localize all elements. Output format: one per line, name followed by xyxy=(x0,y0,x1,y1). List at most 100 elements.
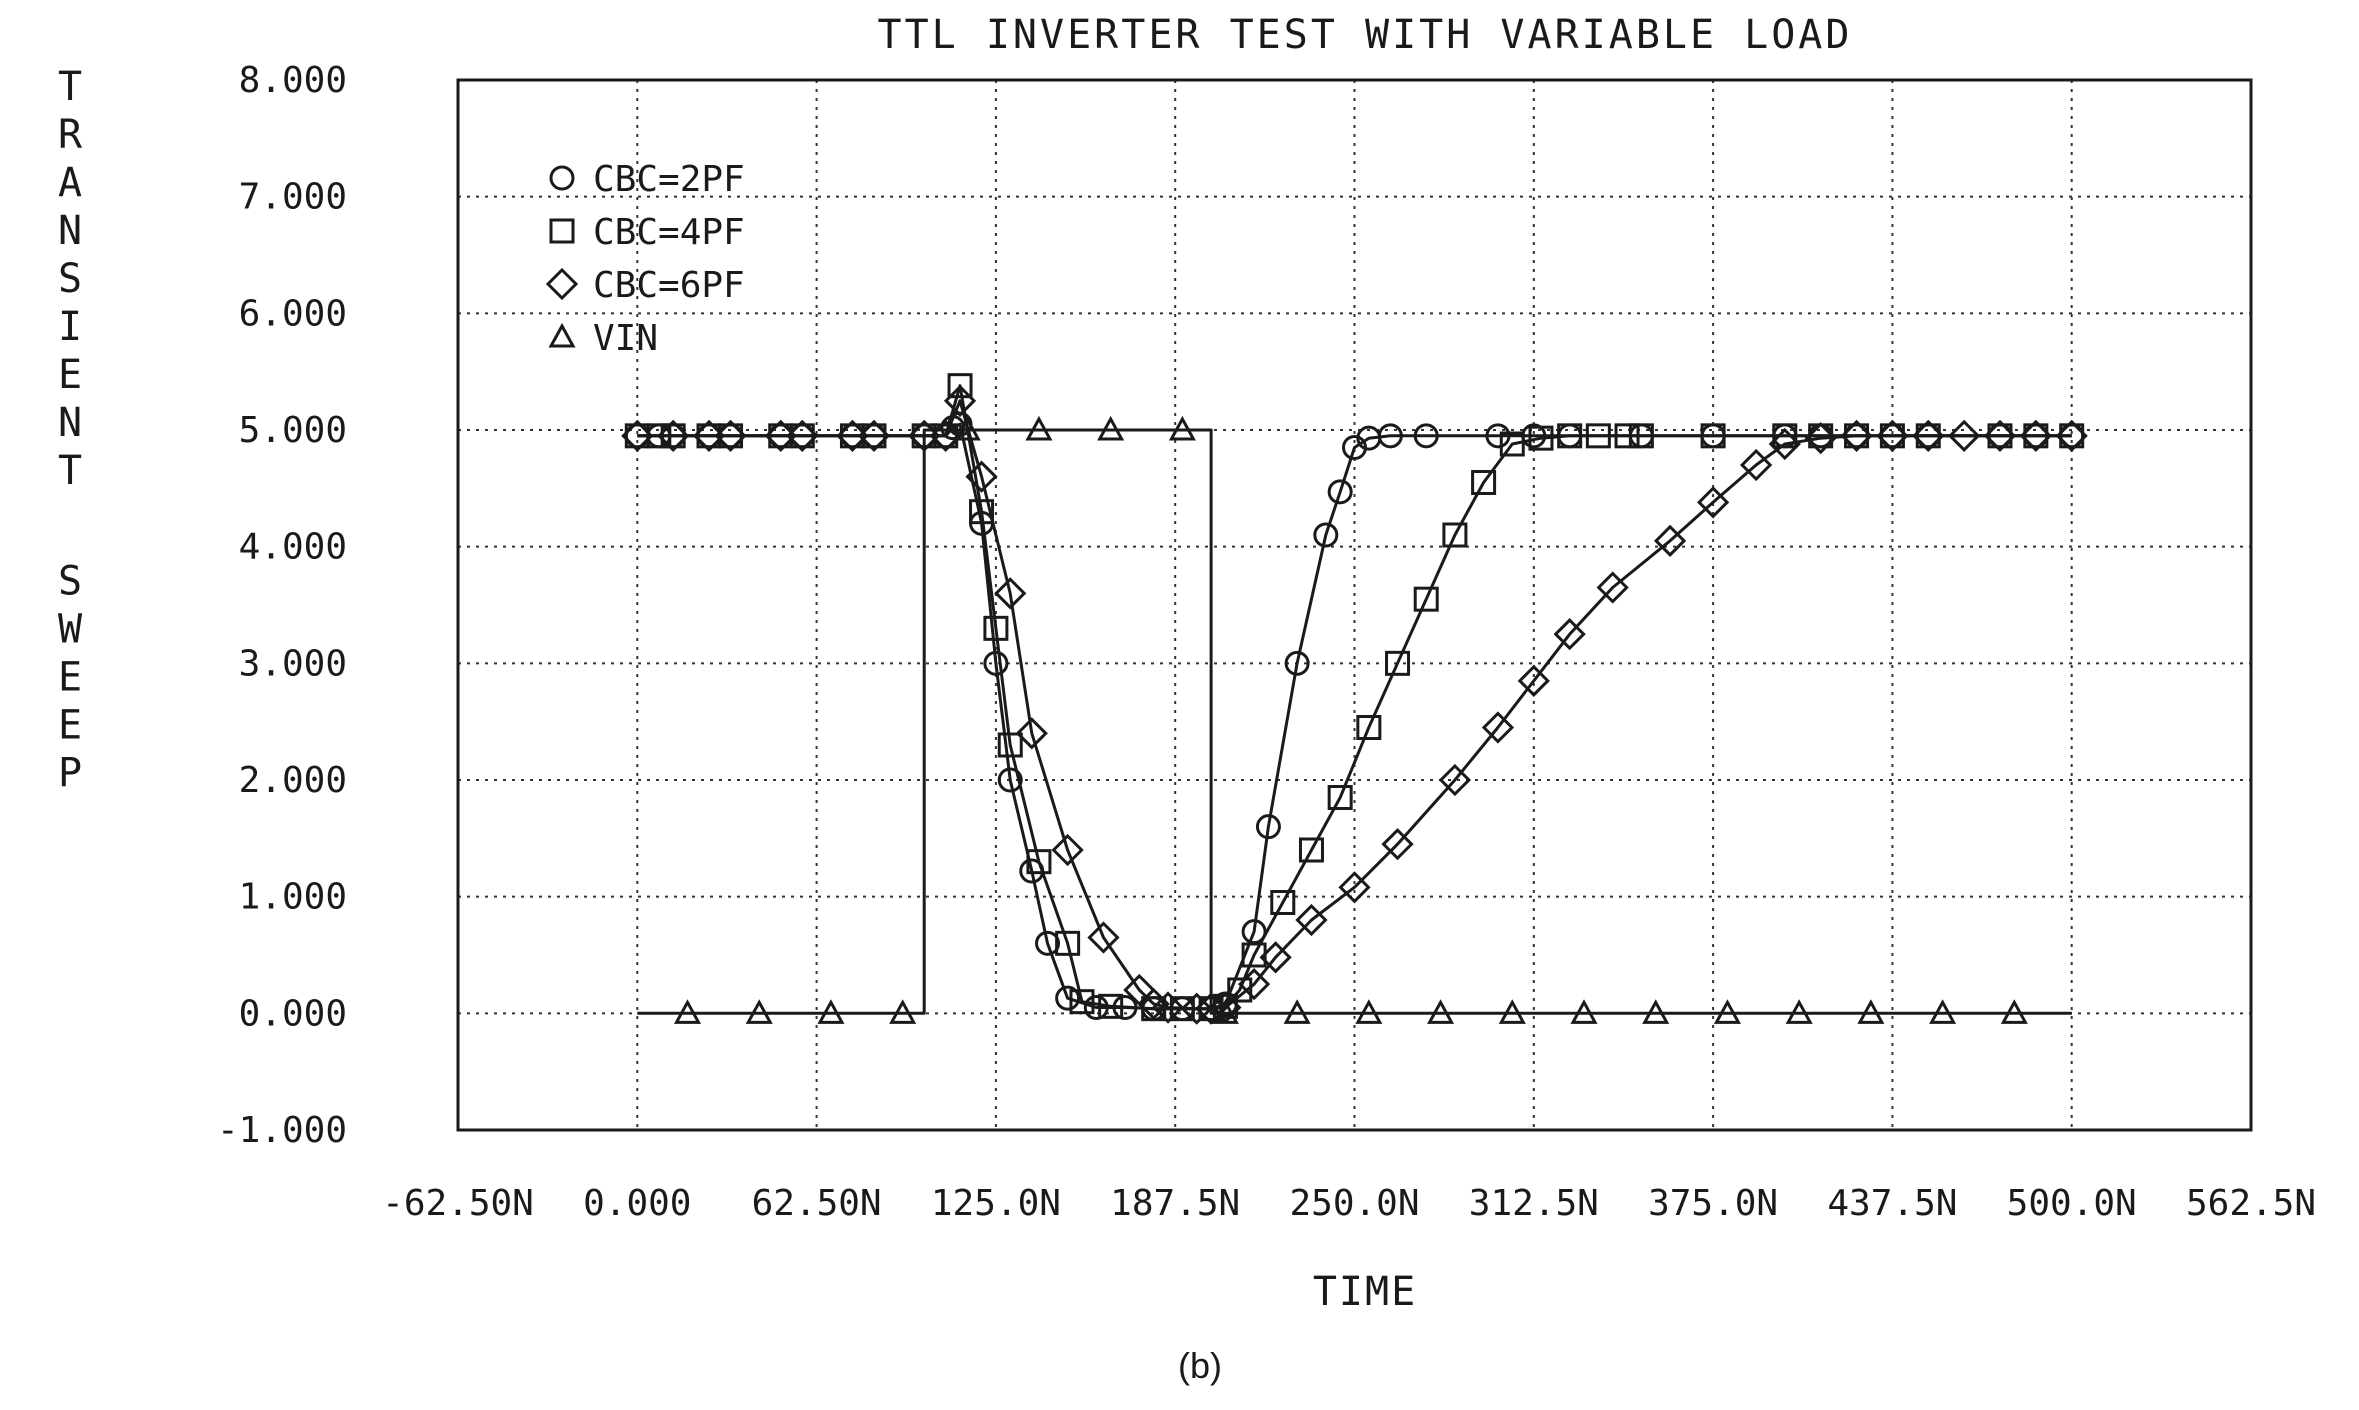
data-point-cbc-2pf xyxy=(1485,423,1511,449)
data-point-cbc-6pf xyxy=(1876,419,1909,452)
y-tick-labels: -1.000 0.000 1.000 2.000 3.000 4.000 5.000 6.00… xyxy=(217,60,347,1151)
data-point-cbc-6pf xyxy=(1696,486,1730,519)
data-point-vin xyxy=(673,999,702,1024)
data-point-cbc-6pf xyxy=(764,419,797,452)
data-point-cbc-6pf xyxy=(1015,717,1048,750)
y-tick-label: 4.000 xyxy=(239,527,347,568)
data-point-cbc-6pf xyxy=(1338,871,1371,904)
data-point-cbc-2pf xyxy=(1035,930,1061,956)
data-point-vin xyxy=(889,999,917,1024)
data-point-cbc-6pf xyxy=(1740,448,1773,482)
figure-caption: (b) xyxy=(1178,1345,1222,1386)
y-tick-label: 7.000 xyxy=(239,177,347,218)
x-axis-label: TIME xyxy=(1313,1269,1417,1315)
data-point-cbc-4pf xyxy=(1026,849,1052,875)
x-tick-label: 437.5N xyxy=(1827,1183,1957,1224)
x-tick-label: 375.0N xyxy=(1648,1183,1778,1224)
data-point-cbc-6pf xyxy=(1381,828,1414,861)
legend-marker xyxy=(549,218,575,244)
y-tick-label: 0.000 xyxy=(239,993,347,1034)
x-tick-label: 312.5N xyxy=(1469,1183,1599,1224)
data-point-cbc-6pf xyxy=(1237,968,1271,1001)
x-tick-label: 562.5N xyxy=(2186,1183,2316,1224)
data-point-cbc-4pf xyxy=(1700,423,1726,449)
data-point-cbc-6pf xyxy=(1180,992,1213,1025)
data-point-cbc-6pf xyxy=(1912,419,1945,452)
series-cbc-6pf xyxy=(621,384,2088,1025)
x-tick-label: 125.0N xyxy=(931,1183,1061,1224)
data-point-cbc-6pf xyxy=(1194,992,1228,1025)
data-point-cbc-2pf xyxy=(1083,995,1109,1020)
data-point-cbc-6pf xyxy=(692,419,726,452)
legend-label: CBC=2PF xyxy=(593,159,745,200)
data-point-cbc-6pf xyxy=(1553,618,1586,651)
x-tick-label: 500.0N xyxy=(2007,1183,2137,1224)
data-point-cbc-4pf xyxy=(1471,470,1497,495)
y-tick-label: 6.000 xyxy=(239,293,347,334)
data-point-cbc-4pf xyxy=(1772,423,1798,449)
x-tick-label: -62.50N xyxy=(382,1183,534,1224)
x-tick-label: 250.0N xyxy=(1289,1183,1419,1224)
data-point-vin xyxy=(1857,999,1885,1024)
series-vin xyxy=(637,415,2072,1024)
plot-frame xyxy=(456,78,2253,1132)
data-point-cbc-4pf xyxy=(1413,586,1439,612)
x-tick-labels: -62.50N 0.000 62.50N 125.0N 187.5N 250.0N 312.… xyxy=(382,1183,2316,1224)
y-tick-label: 5.000 xyxy=(239,410,347,451)
data-point-vin xyxy=(1168,415,1196,441)
data-point-cbc-6pf xyxy=(1596,571,1629,604)
data-point-cbc-4pf xyxy=(1585,423,1611,449)
series-cbc-4pf xyxy=(624,373,2085,1022)
data-point-cbc-6pf xyxy=(943,384,977,417)
data-point-cbc-2pf xyxy=(1313,522,1339,548)
y-tick-label: -1.000 xyxy=(217,1110,347,1151)
data-point-cbc-2pf xyxy=(1327,479,1353,505)
legend: CBC=2PF CBC=4PF CBC=6PF VIN xyxy=(545,159,745,359)
data-point-vin xyxy=(2000,999,2028,1024)
series-line-vin xyxy=(637,428,2072,1015)
data-point-cbc-4pf xyxy=(1528,425,1554,451)
data-point-cbc-2pf xyxy=(1284,650,1310,676)
data-point-vin xyxy=(1929,999,1957,1024)
data-point-cbc-6pf xyxy=(1295,903,1328,937)
data-point-cbc-2pf xyxy=(983,650,1009,676)
data-point-cbc-6pf xyxy=(965,460,998,493)
data-point-vin xyxy=(1570,999,1598,1024)
series-line-cbc-6pf xyxy=(637,399,2072,1011)
data-point-cbc-6pf xyxy=(1768,427,1801,461)
data-point-cbc-6pf xyxy=(1051,833,1084,867)
data-point-vin xyxy=(1097,415,1125,441)
data-point-cbc-4pf xyxy=(983,615,1009,641)
y-tick-label: 3.000 xyxy=(239,643,347,684)
data-point-cbc-6pf xyxy=(1517,664,1550,697)
data-point-vin xyxy=(1785,999,1813,1024)
data-point-cbc-6pf xyxy=(657,419,690,452)
series-line-cbc-4pf xyxy=(637,384,2072,1011)
data-point-vin xyxy=(1355,999,1383,1024)
data-point-vin xyxy=(1427,999,1455,1024)
y-tick-label: 8.000 xyxy=(239,60,347,101)
data-point-cbc-6pf xyxy=(714,419,747,452)
legend-marker xyxy=(549,165,575,191)
legend-marker xyxy=(545,267,579,301)
legend-label: CBC=6PF xyxy=(593,265,745,306)
data-point-vin xyxy=(817,999,845,1024)
data-point-cbc-4pf xyxy=(1069,989,1095,1015)
data-point-cbc-2pf xyxy=(1255,814,1281,840)
data-point-cbc-6pf xyxy=(857,419,891,452)
data-point-cbc-6pf xyxy=(1151,991,1185,1024)
data-point-cbc-2pf xyxy=(1055,985,1081,1011)
data-point-vin xyxy=(1498,999,1526,1024)
data-point-cbc-2pf xyxy=(997,767,1023,793)
data-point-cbc-4pf xyxy=(1055,930,1081,956)
data-point-cbc-6pf xyxy=(1947,419,1981,452)
data-point-cbc-6pf xyxy=(2055,419,2088,452)
data-point-cbc-4pf xyxy=(1557,423,1583,449)
data-point-vin xyxy=(1642,999,1670,1024)
legend-marker xyxy=(548,322,576,348)
data-point-cbc-4pf xyxy=(1442,522,1468,548)
data-point-cbc-2pf xyxy=(1377,423,1403,449)
series-group xyxy=(621,373,2088,1025)
